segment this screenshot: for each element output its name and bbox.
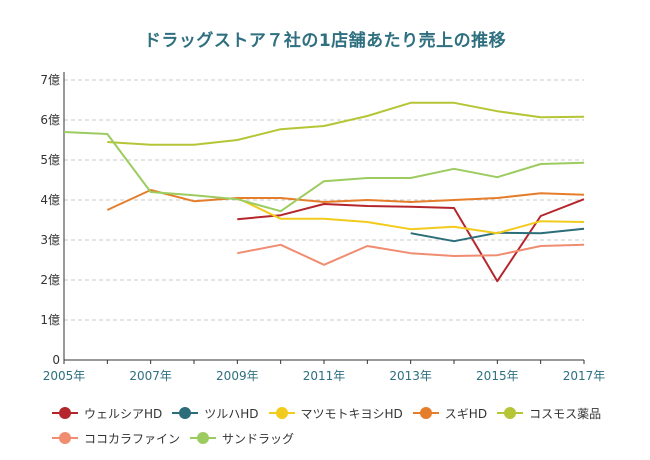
line-chart: 0 1億 2億 3億 4億 5億 6億 7億 2005年 2007年 2009年 2011年 2013… — [40, 72, 606, 383]
x-axis-tick-labels: 2005年 2007年 2009年 2011年 2013年 2015年 2017年 — [43, 369, 606, 383]
series-line — [106, 189, 585, 211]
y-tick-label: 0 — [52, 353, 60, 367]
y-tick-label: 3億 — [40, 233, 60, 247]
x-tick-label: 2011年 — [303, 369, 346, 383]
legend-item[interactable]: スギHD — [412, 406, 488, 421]
legend-swatch-icon — [52, 432, 78, 444]
legend-swatch-icon — [172, 407, 199, 419]
y-tick-label: 5億 — [40, 153, 60, 167]
legend-item[interactable]: コスモス薬品 — [497, 406, 602, 421]
x-tick-label: 2013年 — [389, 369, 432, 383]
legend-label: ツルハHD — [204, 406, 259, 421]
legend-label: ウェルシアHD — [84, 406, 163, 421]
legend-item[interactable]: マツモトキヨシHD — [268, 406, 403, 421]
chart-legend: ウェルシアHD ツルハHD マツモトキヨシHD スギHD コスモス薬品ココカラファイン サ… — [52, 404, 632, 454]
legend-label: マツモトキヨシHD — [300, 406, 403, 421]
x-tick-label: 2005年 — [43, 369, 86, 383]
legend-item[interactable]: サンドラッグ — [190, 431, 295, 446]
y-axis-tick-labels: 0 1億 2億 3億 4億 5億 6億 7億 — [40, 73, 60, 367]
series-line — [237, 198, 585, 283]
legend-swatch-icon — [190, 432, 217, 444]
legend-swatch-icon — [52, 407, 78, 419]
series-line — [107, 101, 585, 146]
y-tick-label: 1億 — [40, 313, 60, 327]
x-tick-label: 2017年 — [563, 369, 606, 383]
legend-label: ココカラファイン — [84, 431, 181, 446]
series-line — [236, 197, 585, 235]
series-lines — [63, 101, 585, 283]
legend-swatch-icon — [497, 407, 524, 419]
legend-label: スギHD — [444, 406, 488, 421]
legend-swatch-icon — [412, 407, 439, 419]
y-tick-label: 7億 — [40, 73, 60, 87]
y-tick-label: 4億 — [40, 193, 60, 207]
chart-title: ドラッグストア７社の1店舗あたり売上の推移 — [143, 31, 507, 51]
y-tick-label: 2億 — [40, 273, 60, 287]
legend-swatch-icon — [268, 407, 295, 419]
series-line — [63, 131, 585, 213]
series-line — [237, 243, 585, 266]
legend-item[interactable]: ウェルシアHD — [52, 406, 163, 421]
axes — [63, 72, 585, 364]
gridlines — [64, 79, 584, 321]
legend-item[interactable]: ココカラファイン — [52, 431, 181, 446]
legend-label: サンドラッグ — [222, 431, 295, 446]
x-tick-label: 2009年 — [216, 369, 259, 383]
x-tick-label: 2015年 — [476, 369, 519, 383]
x-tick-label: 2007年 — [129, 369, 172, 383]
series-line — [410, 227, 585, 243]
y-tick-label: 6億 — [40, 113, 60, 127]
legend-label: コスモス薬品 — [529, 406, 602, 421]
legend-item[interactable]: ツルハHD — [172, 406, 259, 421]
